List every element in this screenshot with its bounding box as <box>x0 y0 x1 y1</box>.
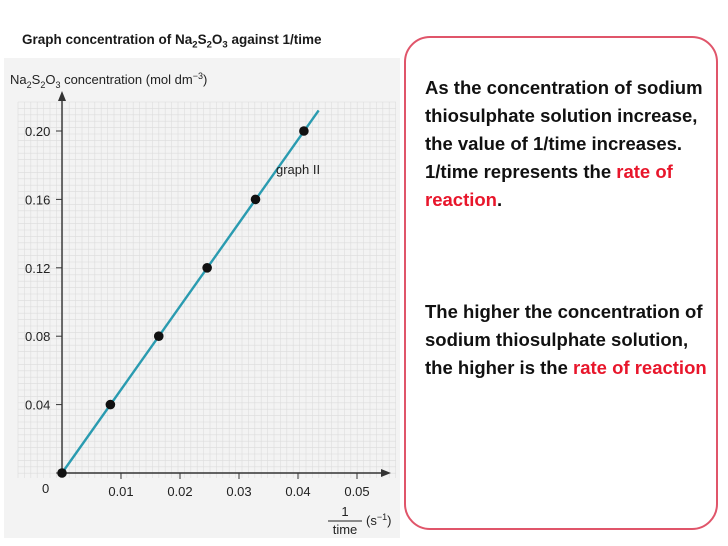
data-point <box>153 331 164 342</box>
y-tick-label: 0.20 <box>25 124 50 139</box>
data-point <box>202 263 212 273</box>
x-tick-label: 0.02 <box>167 484 192 499</box>
info-panel: As the concentration of sodium thiosulph… <box>404 36 718 530</box>
grid <box>17 101 396 478</box>
data-points <box>57 126 309 478</box>
x-label-unit: (s−1) <box>366 512 391 528</box>
x-tick-label: 0.03 <box>226 484 251 499</box>
y-axis-arrow <box>58 91 66 101</box>
highlight-rate-of-reaction-1: rate of reaction <box>425 161 673 210</box>
explanation-paragraph-1: As the concentration of sodium thiosulph… <box>425 77 703 210</box>
data-point <box>250 194 261 205</box>
highlight-rate-of-reaction-2: rate of reaction <box>573 357 707 378</box>
x-axis-arrow <box>381 469 391 477</box>
y-tick-label: 0.12 <box>25 261 50 276</box>
x-label-numerator: 1 <box>341 504 348 519</box>
x-label-denominator: time <box>333 522 358 537</box>
x-tick-label: 0.04 <box>285 484 310 499</box>
y-tick-label: 0.04 <box>25 398 50 413</box>
y-axis-label: Na2S2O3 concentration (mol dm−3) <box>10 71 207 90</box>
chart-svg: Na2S2O3 concentration (mol dm−3) 1 time … <box>10 71 396 537</box>
data-point <box>299 126 309 136</box>
data-point <box>57 468 67 478</box>
explanation-paragraph-2: The higher the concentration of sodium t… <box>425 301 707 378</box>
x-tick-label: 0.01 <box>108 484 133 499</box>
x-axis-label: 1 time (s−1) <box>328 504 391 537</box>
x-tick-label: 0.05 <box>344 484 369 499</box>
graph-annotation: graph II <box>276 162 320 177</box>
series-line <box>61 109 320 474</box>
axes <box>58 91 391 477</box>
y-tick-label: 0.08 <box>25 329 50 344</box>
y-tick-label: 0 <box>42 481 49 496</box>
chart-title: Graph concentration of Na2S2O3 against 1… <box>22 32 322 51</box>
ticks: 0.01 0.02 0.03 0.04 0.05 0 0.04 0.08 0.12 0.16 0.2… <box>25 124 370 499</box>
chart-area: Na2S2O3 concentration (mol dm−3) 1 time … <box>4 58 400 538</box>
best-fit-line <box>61 109 320 474</box>
data-point <box>105 399 116 410</box>
y-tick-label: 0.16 <box>25 192 50 207</box>
